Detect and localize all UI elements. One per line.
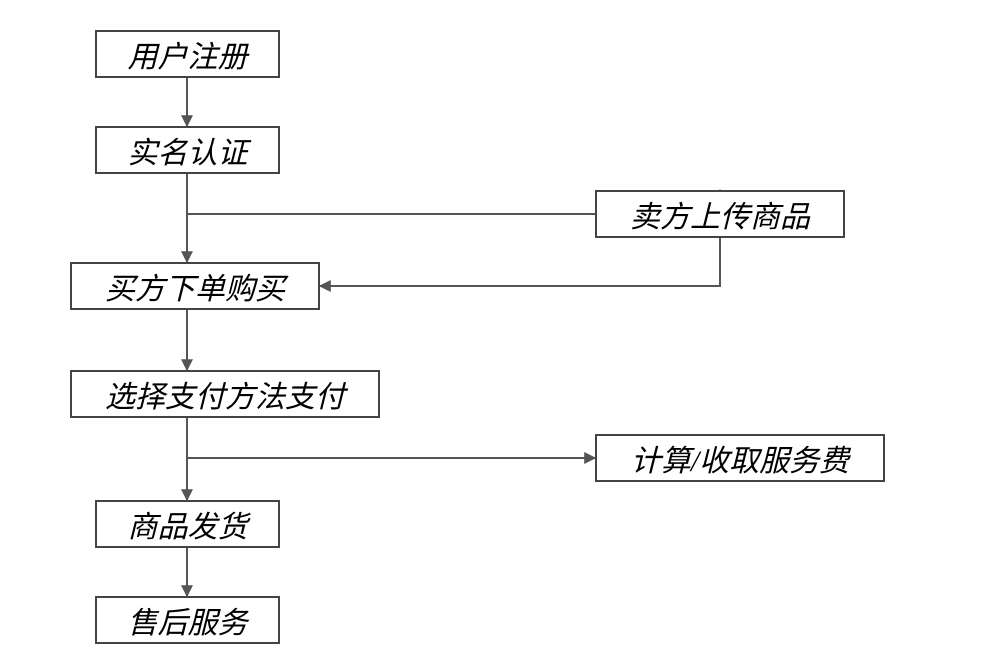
flow-node-label: 买方下单购买 — [105, 264, 285, 308]
flow-node-label: 计算/收取服务费 — [631, 436, 849, 480]
flow-node-n6: 计算/收取服务费 — [595, 434, 885, 482]
flow-node-n3: 卖方上传商品 — [595, 190, 845, 238]
flowchart-canvas: 用户注册实名认证卖方上传商品买方下单购买选择支付方法支付计算/收取服务费商品发货… — [0, 0, 1000, 668]
flow-node-label: 用户注册 — [128, 32, 248, 76]
flow-node-label: 选择支付方法支付 — [105, 372, 345, 416]
flow-edge-n3-n4 — [320, 238, 720, 286]
flow-node-label: 实名认证 — [128, 128, 248, 172]
flow-node-n1: 用户注册 — [95, 30, 280, 78]
flow-node-n7: 商品发货 — [95, 500, 280, 548]
flow-node-label: 售后服务 — [128, 598, 248, 642]
flowchart-edges — [0, 0, 1000, 668]
flow-node-n8: 售后服务 — [95, 596, 280, 644]
flow-node-n2: 实名认证 — [95, 126, 280, 174]
flow-node-label: 卖方上传商品 — [630, 192, 810, 236]
flow-node-n4: 买方下单购买 — [70, 262, 320, 310]
flow-node-label: 商品发货 — [128, 502, 248, 546]
flow-node-n5: 选择支付方法支付 — [70, 370, 380, 418]
